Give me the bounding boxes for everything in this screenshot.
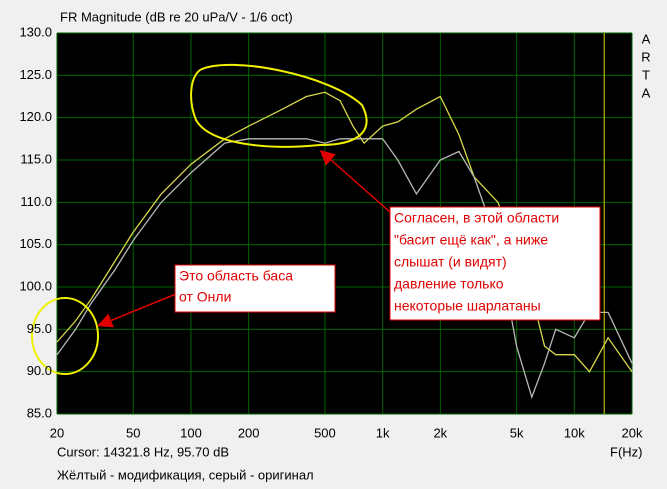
annotation-text: давление только bbox=[394, 276, 504, 292]
annotation-box bbox=[389, 206, 601, 321]
arrow bbox=[97, 293, 177, 328]
x-tick-label: 10k bbox=[564, 425, 585, 440]
x-tick-label: 100 bbox=[180, 425, 202, 440]
y-tick-label: 85.0 bbox=[27, 405, 52, 420]
side-label: R bbox=[641, 49, 650, 64]
cursor-readout: Cursor: 14321.8 Hz, 95.70 dB bbox=[57, 444, 229, 459]
x-tick-label: 50 bbox=[126, 425, 140, 440]
x-tick-label: 500 bbox=[314, 425, 336, 440]
x-tick-label: 1k bbox=[376, 425, 390, 440]
ellipse bbox=[190, 63, 368, 148]
footer: Жёлтый - модификация, серый - оригинал bbox=[57, 467, 314, 482]
annotation-text: некоторые шарлатаны bbox=[394, 298, 541, 314]
side-label: A bbox=[642, 31, 651, 46]
y-tick-label: 95.0 bbox=[27, 321, 52, 336]
y-tick-label: 110.0 bbox=[20, 194, 52, 209]
annotation-text: Это область баса bbox=[179, 268, 293, 284]
x-tick-label: 20 bbox=[50, 425, 64, 440]
x-tick-label: 20k bbox=[622, 425, 643, 440]
y-tick-label: 130.0 bbox=[19, 24, 52, 39]
y-tick-label: 105.0 bbox=[19, 236, 52, 251]
highlight-ellipses bbox=[31, 63, 368, 375]
chart-title: FR Magnitude (dB re 20 uPa/V - 1/6 oct) bbox=[60, 9, 293, 24]
series-line bbox=[56, 91, 633, 373]
x-axis-label: F(Hz) bbox=[610, 444, 643, 459]
x-tick-label: 5k bbox=[510, 425, 524, 440]
y-tick-label: 120.0 bbox=[19, 109, 52, 124]
annotation-text: "басит ещё как", а ниже bbox=[394, 232, 548, 248]
arrow bbox=[319, 150, 391, 213]
y-tick-label: 115.0 bbox=[20, 151, 52, 166]
annotation-box bbox=[174, 264, 336, 313]
annotation-text: слышат (и видят) bbox=[394, 254, 507, 270]
x-tick-label: 200 bbox=[238, 425, 260, 440]
annotation-text: Согласен, в этой области bbox=[394, 210, 559, 226]
x-tick-label: 2k bbox=[433, 425, 447, 440]
y-tick-label: 100.0 bbox=[19, 278, 52, 293]
y-tick-label: 125.0 bbox=[19, 67, 52, 82]
y-tick-label: 90.0 bbox=[27, 363, 52, 378]
side-label: T bbox=[642, 67, 650, 82]
series-line bbox=[56, 138, 633, 400]
ellipse bbox=[31, 297, 99, 375]
side-label: A bbox=[642, 85, 651, 100]
annotation-text: от Онли bbox=[179, 289, 231, 305]
